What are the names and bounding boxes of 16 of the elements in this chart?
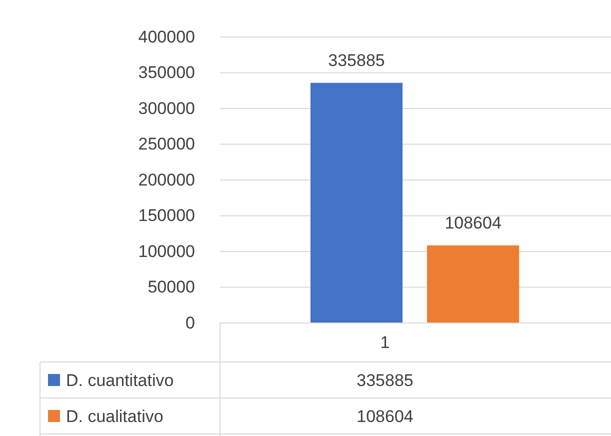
text: 108604	[356, 407, 414, 426]
y-tick-label: 300000	[138, 98, 195, 118]
y-tick-label: 350000	[138, 63, 195, 82]
data-label: 335885	[328, 50, 385, 70]
legend-label: D. cuantitativo	[66, 371, 174, 390]
y-tick-label: 150000	[138, 206, 195, 226]
y-tick-label: 0	[186, 313, 195, 332]
text: 335885	[356, 371, 414, 390]
x-tick-label: 1	[380, 333, 390, 352]
y-tick-label: 250000	[138, 134, 195, 154]
y-tick-label: 200000	[138, 170, 195, 190]
legend-label: D. cualitativo	[66, 407, 164, 426]
y-tick-label: 100000	[138, 242, 195, 261]
y-tick-label: 400000	[138, 27, 195, 46]
data-label: 108604	[444, 213, 502, 232]
y-tick-label: 50000	[148, 278, 195, 297]
